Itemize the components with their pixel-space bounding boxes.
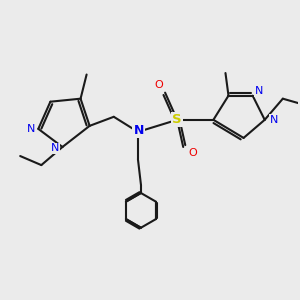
Text: N: N [254, 86, 263, 96]
Text: O: O [188, 148, 197, 158]
Text: O: O [155, 80, 164, 90]
Text: N: N [51, 143, 59, 154]
Text: N: N [27, 124, 35, 134]
Text: S: S [172, 113, 182, 126]
Text: N: N [270, 115, 278, 125]
Text: N: N [134, 124, 144, 137]
